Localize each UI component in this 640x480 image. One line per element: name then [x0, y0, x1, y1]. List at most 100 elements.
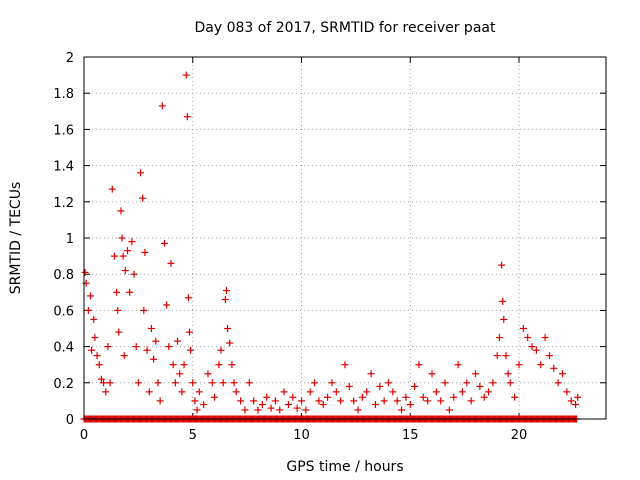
- data-point: [298, 397, 305, 405]
- data-point: [458, 388, 466, 396]
- data-point: [354, 406, 362, 414]
- data-point: [110, 252, 118, 260]
- data-point: [113, 288, 121, 296]
- data-point: [204, 370, 212, 378]
- data-point: [139, 194, 147, 202]
- data-point: [226, 339, 234, 347]
- data-point: [124, 247, 131, 255]
- data-point: [84, 306, 92, 314]
- data-point: [180, 361, 188, 369]
- y-tick-label: 1: [66, 232, 74, 247]
- data-point: [174, 337, 182, 345]
- data-point: [132, 343, 140, 351]
- data-point: [499, 297, 507, 305]
- data-point: [515, 361, 523, 369]
- data-point: [120, 352, 128, 360]
- plot-frame: [83, 56, 607, 420]
- data-point: [143, 346, 151, 354]
- data-point: [211, 393, 218, 401]
- data-point: [432, 388, 440, 396]
- data-point: [145, 388, 153, 396]
- data-point: [363, 388, 371, 396]
- data-point: [393, 397, 401, 405]
- data-point: [108, 185, 116, 193]
- y-tick-label: 1.2: [53, 196, 74, 211]
- data-point: [163, 301, 171, 309]
- data-point: [215, 361, 223, 369]
- data-point: [114, 306, 122, 314]
- data-point: [411, 382, 419, 390]
- data-point: [176, 370, 184, 378]
- data-point: [341, 361, 349, 369]
- data-point: [289, 393, 297, 401]
- data-point: [128, 238, 136, 246]
- data-point: [504, 370, 512, 378]
- data-point: [480, 393, 488, 401]
- data-point: [195, 388, 203, 396]
- data-point: [230, 379, 238, 387]
- data-point: [88, 346, 96, 354]
- data-point: [493, 352, 501, 360]
- x-tick-label: 5: [189, 428, 197, 443]
- data-point: [104, 343, 112, 351]
- data-point: [221, 296, 229, 304]
- data-point: [467, 397, 475, 405]
- data-points: [81, 71, 582, 414]
- x-tick-label: 0: [80, 428, 88, 443]
- data-point: [184, 294, 192, 302]
- data-point: [302, 406, 310, 414]
- data-point: [254, 406, 262, 414]
- data-point: [376, 382, 384, 390]
- data-point: [445, 406, 453, 414]
- data-point: [156, 397, 164, 405]
- data-point: [419, 393, 427, 401]
- data-point: [158, 102, 166, 110]
- data-point: [332, 388, 340, 396]
- data-point: [117, 207, 125, 215]
- data-point: [154, 379, 162, 387]
- data-point: [511, 393, 519, 401]
- y-tick-label: 0.2: [53, 377, 74, 392]
- data-point: [217, 346, 225, 354]
- data-point: [559, 370, 566, 378]
- x-tick-label: 20: [511, 428, 528, 443]
- data-point: [167, 259, 175, 267]
- data-point: [528, 343, 536, 351]
- data-point: [311, 379, 319, 387]
- data-point: [183, 113, 191, 121]
- data-point: [532, 346, 540, 354]
- data-point: [550, 364, 558, 372]
- data-point: [463, 379, 471, 387]
- chart-title: Day 083 of 2017, SRMTID for receiver paa…: [195, 20, 496, 36]
- data-point: [91, 334, 99, 342]
- y-tick-label: 0.8: [53, 268, 74, 283]
- data-point: [454, 361, 462, 369]
- data-point: [191, 397, 199, 405]
- data-point: [495, 334, 503, 342]
- data-point: [485, 388, 493, 396]
- data-point: [276, 406, 284, 414]
- data-point: [424, 397, 432, 405]
- data-point: [118, 234, 126, 242]
- data-point: [106, 379, 114, 387]
- x-axis-ticks: 0 5 10 15 20: [80, 57, 527, 443]
- data-point: [237, 397, 245, 405]
- data-point: [102, 388, 110, 396]
- data-point: [100, 379, 108, 387]
- data-point: [160, 239, 168, 247]
- data-point: [232, 388, 240, 396]
- data-point: [208, 379, 216, 387]
- data-point: [563, 388, 571, 396]
- data-point: [189, 379, 197, 387]
- data-point: [367, 370, 375, 378]
- data-point: [126, 288, 134, 296]
- data-point: [137, 169, 145, 177]
- y-tick-label: 1.4: [53, 160, 74, 175]
- data-point: [280, 388, 288, 396]
- data-point: [165, 343, 173, 351]
- data-point: [182, 71, 190, 79]
- x-tick-label: 10: [293, 428, 310, 443]
- data-point: [389, 388, 397, 396]
- data-point: [134, 379, 142, 387]
